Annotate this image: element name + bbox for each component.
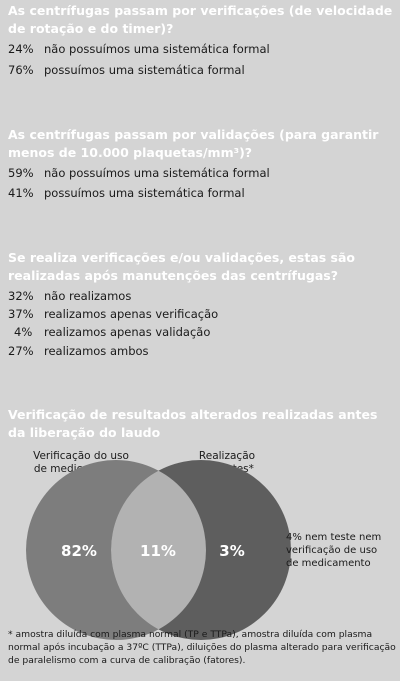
item-percent: 59% <box>8 166 34 180</box>
footnote: * amostra diluída com plasma normal (TP … <box>8 629 396 666</box>
item-text: realizamos apenas validação <box>44 325 211 339</box>
item-percent: 24% <box>8 42 34 56</box>
item-percent: 76% <box>8 63 34 77</box>
question-3-title: Se realiza verificações e/ou validações,… <box>8 250 356 283</box>
item-percent: 27% <box>8 344 34 358</box>
item-text: realizamos apenas verificação <box>44 307 219 321</box>
venn-note-line-2: verificação de uso <box>286 545 378 556</box>
question-1-item-2: 76% possuímos uma sistemática formal <box>8 62 245 78</box>
question-1-item-1: 24% não possuímos uma sistemática formal <box>8 41 270 57</box>
question-3-item-2: 37% realizamos apenas verificação <box>8 306 218 322</box>
question-2-item-2: 41% possuímos uma sistemática formal <box>8 185 245 201</box>
item-text: possuímos uma sistemática formal <box>44 63 245 77</box>
item-percent: 4% <box>14 325 33 339</box>
venn-left-label-line-1: Verificação do uso <box>33 450 129 462</box>
item-text: possuímos uma sistemática formal <box>44 186 245 200</box>
item-percent: 32% <box>8 289 34 303</box>
venn-title: Verificação de resultados alterados real… <box>8 407 378 440</box>
venn-intersection-value: 11% <box>140 542 176 560</box>
item-text: não possuímos uma sistemática formal <box>44 42 270 56</box>
venn-left-only-value: 82% <box>61 542 97 560</box>
question-1-title: As centrífugas passam por verificações (… <box>8 3 393 36</box>
venn-intersection <box>111 460 206 640</box>
venn-note-line-3: de medicamento <box>286 558 371 569</box>
item-percent: 37% <box>8 307 34 321</box>
item-text: não realizamos <box>44 289 132 303</box>
question-2-title: As centrífugas passam por validações (pa… <box>8 127 379 160</box>
item-text: não possuímos uma sistemática formal <box>44 166 270 180</box>
venn-right-only-value: 3% <box>219 542 244 560</box>
venn-neither-note: 4% nem teste nem verificação de uso de m… <box>286 531 396 570</box>
item-percent: 41% <box>8 186 34 200</box>
question-3-item-1: 32% não realizamos <box>8 288 131 304</box>
venn-note-line-1: 4% nem teste nem <box>286 532 382 543</box>
question-3-item-3: 4% realizamos apenas validação <box>8 324 210 340</box>
venn-right-label-line-1: Realização <box>198 450 256 462</box>
question-2-item-1: 59% não possuímos uma sistemática formal <box>8 165 270 181</box>
question-3-item-4: 27% realizamos ambos <box>8 343 149 359</box>
item-text: realizamos ambos <box>44 344 149 358</box>
